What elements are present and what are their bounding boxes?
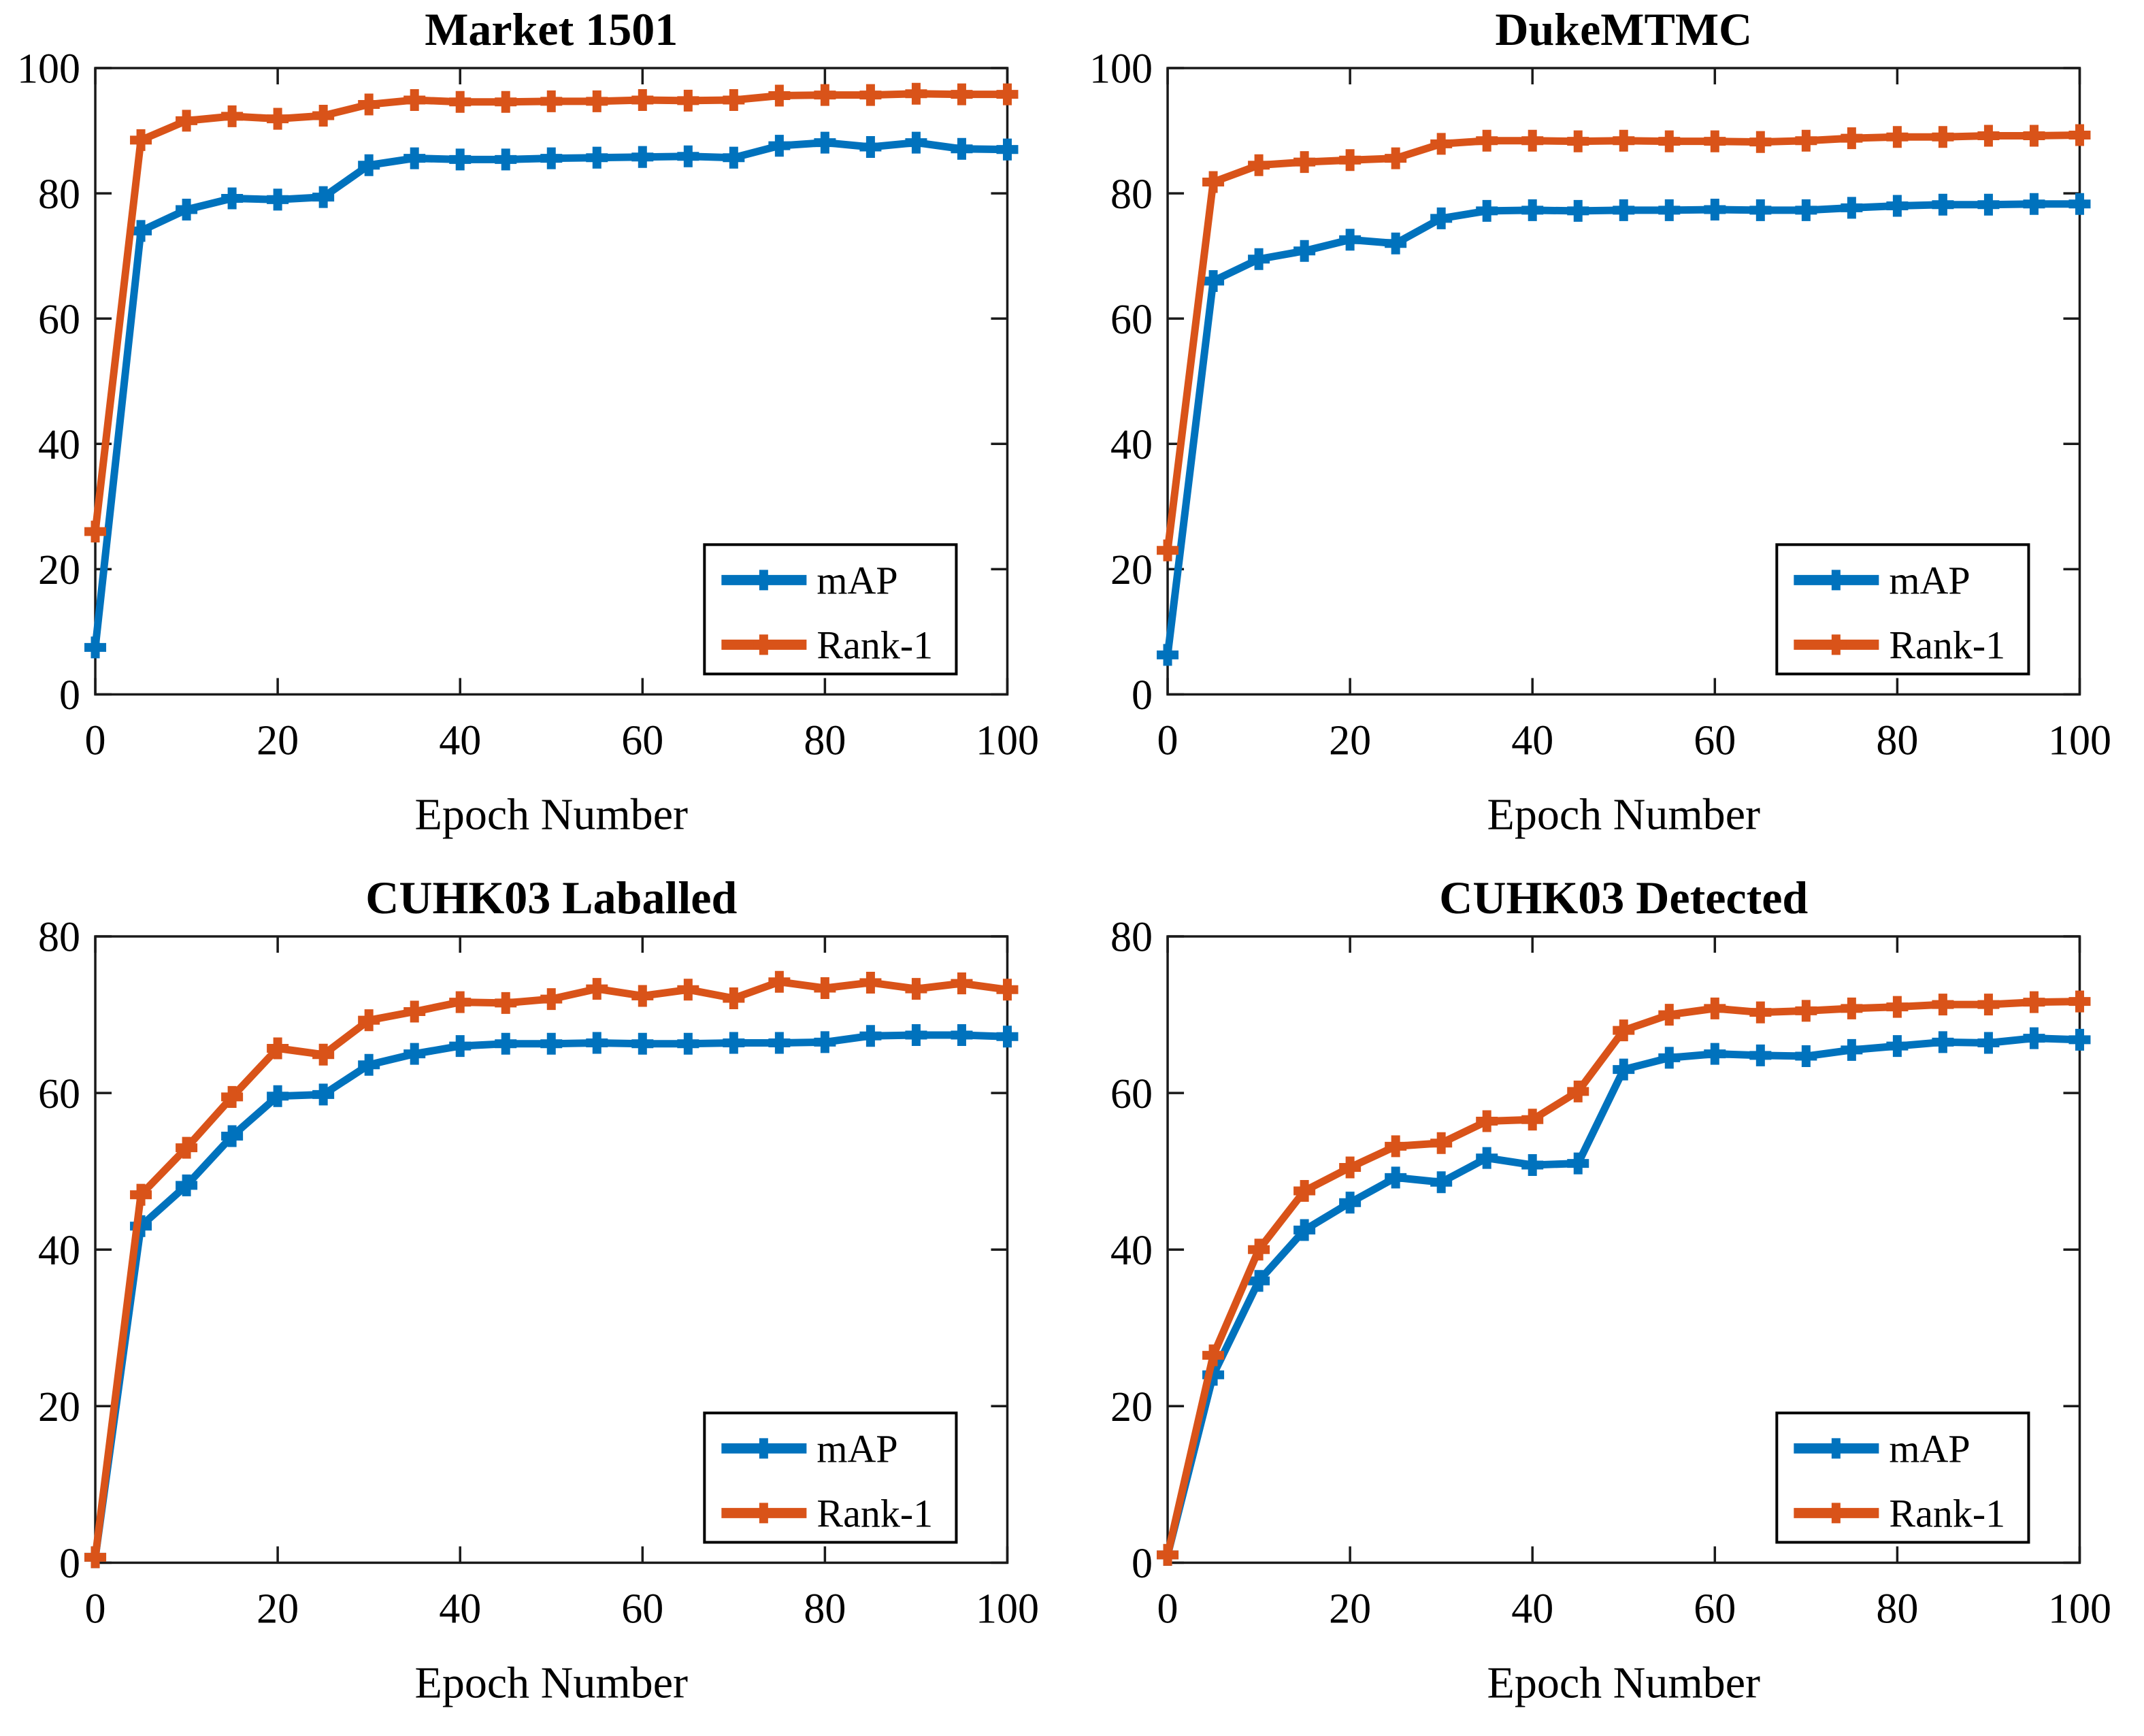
cuhk03-detected-plot: CUHK03 Detected 0 20 40 60 80 100 0 20 40 60 80 Epoc… — [1110, 872, 2111, 1707]
axis-ticks — [1166, 67, 2081, 696]
legend-label-map: mAP — [817, 1426, 897, 1471]
legend-sample-marker-map — [1825, 570, 1846, 591]
x-tick-label: 100 — [2047, 717, 2111, 764]
chart-title: CUHK03 Detected — [1439, 872, 1808, 923]
x-tick-label: 20 — [257, 1586, 299, 1632]
x-tick-label: 20 — [1329, 717, 1371, 764]
chart-panel-dukemtmc: DukeMTMC 0 20 40 60 80 100 0 20 40 60 80 100 Epoch Nu… — [1072, 0, 2144, 868]
y-tick-label: 100 — [1089, 46, 1153, 93]
legend-label-rank-1: Rank-1 — [1889, 1491, 2005, 1535]
x-tick-label: 80 — [804, 1586, 846, 1632]
series-markers-rank-1 — [84, 82, 1019, 543]
series-markers-map — [1156, 193, 2090, 666]
x-tick-label: 40 — [1511, 1586, 1553, 1632]
legend-sample-marker-map — [753, 1437, 774, 1458]
y-tick-label: 100 — [17, 46, 80, 93]
x-axis-label: Epoch Number — [1487, 1658, 1760, 1707]
x-axis-label: Epoch Number — [415, 1658, 688, 1707]
y-tick-label: 40 — [38, 422, 80, 468]
y-tick-label: 0 — [59, 672, 80, 719]
legend-box — [703, 543, 958, 676]
market-1501-plot: Market 1501 0 20 40 60 80 100 0 20 40 60 80 100 Epoch… — [17, 3, 1039, 839]
x-tick-label: 60 — [621, 717, 663, 764]
x-tick-label: 80 — [1876, 717, 1918, 764]
legend: mAP Rank-1 — [703, 1411, 958, 1543]
chart-panel-market-1501: Market 1501 0 20 40 60 80 100 0 20 40 60 80 100 Epoch… — [0, 0, 1072, 868]
y-tick-label: 20 — [38, 547, 80, 593]
y-tick-label: 40 — [1110, 1227, 1153, 1273]
x-tick-label: 40 — [439, 1586, 481, 1632]
x-tick-label: 100 — [976, 1586, 1039, 1632]
legend-label-map: mAP — [1889, 559, 1970, 603]
x-tick-label: 60 — [621, 1586, 663, 1632]
x-tick-label: 0 — [1157, 1586, 1178, 1632]
dukemtmc-plot: DukeMTMC 0 20 40 60 80 100 0 20 40 60 80 100 Epoch Nu… — [1089, 3, 2111, 839]
legend-box — [703, 1411, 958, 1543]
legend-box — [1775, 1411, 2030, 1543]
series-markers-rank-1 — [1156, 990, 2090, 1566]
y-tick-label: 60 — [1110, 1070, 1153, 1117]
legend-label-rank-1: Rank-1 — [817, 623, 933, 668]
cuhk03-laballed-plot: CUHK03 Laballed 0 20 40 60 80 100 0 20 40 60 80 Epoc… — [38, 872, 1039, 1707]
x-tick-label: 20 — [1329, 1586, 1371, 1632]
y-tick-label: 80 — [38, 171, 80, 218]
y-tick-label: 40 — [1110, 422, 1153, 468]
legend-sample-marker-rank-1 — [1825, 1502, 1846, 1523]
y-tick-label: 0 — [59, 1541, 80, 1587]
x-tick-label: 40 — [439, 717, 481, 764]
series-markers-map — [84, 131, 1019, 659]
chart-panel-cuhk03-laballed: CUHK03 Laballed 0 20 40 60 80 100 0 20 40 60 80 Epoc… — [0, 868, 1072, 1736]
legend-label-map: mAP — [1889, 1426, 1970, 1471]
x-tick-label: 0 — [85, 1586, 106, 1632]
y-tick-label: 20 — [1110, 547, 1153, 593]
plot-box — [94, 67, 1009, 696]
legend-box — [1775, 543, 2030, 676]
series-markers-rank-1 — [84, 970, 1019, 1568]
x-tick-label: 20 — [257, 717, 299, 764]
chart-panel-cuhk03-detected: CUHK03 Detected 0 20 40 60 80 100 0 20 40 60 80 Epoc… — [1072, 868, 2144, 1736]
legend-sample-marker-rank-1 — [753, 634, 774, 655]
x-tick-label: 60 — [1694, 1586, 1736, 1632]
chart-title: Market 1501 — [425, 3, 678, 55]
legend: mAP Rank-1 — [703, 543, 958, 676]
x-tick-label: 60 — [1694, 717, 1736, 764]
series-markers-rank-1 — [1156, 124, 2090, 561]
legend: mAP Rank-1 — [1775, 1411, 2030, 1543]
x-axis-label: Epoch Number — [1487, 789, 1760, 839]
y-tick-label: 60 — [38, 297, 80, 343]
x-tick-label: 0 — [85, 717, 106, 764]
x-tick-label: 100 — [2047, 1586, 2111, 1632]
legend-sample-marker-rank-1 — [753, 1502, 774, 1523]
x-axis-label: Epoch Number — [415, 789, 688, 839]
y-tick-label: 80 — [1110, 171, 1153, 218]
y-tick-label: 60 — [38, 1070, 80, 1117]
legend-sample-marker-rank-1 — [1825, 634, 1846, 655]
y-tick-label: 0 — [1132, 672, 1153, 719]
legend-label-rank-1: Rank-1 — [817, 1491, 933, 1535]
chart-title: CUHK03 Laballed — [365, 872, 737, 923]
x-tick-label: 80 — [804, 717, 846, 764]
y-tick-label: 80 — [38, 914, 80, 960]
y-tick-label: 60 — [1110, 297, 1153, 343]
legend: mAP Rank-1 — [1775, 543, 2030, 676]
x-tick-label: 100 — [976, 717, 1039, 764]
plot-box — [1166, 67, 2081, 696]
x-tick-label: 80 — [1876, 1586, 1918, 1632]
legend-label-map: mAP — [817, 559, 897, 603]
legend-sample-marker-map — [753, 570, 774, 591]
chart-title: DukeMTMC — [1495, 3, 1752, 55]
y-tick-label: 20 — [38, 1384, 80, 1430]
y-tick-label: 80 — [1110, 914, 1153, 960]
legend-sample-marker-map — [1825, 1437, 1846, 1458]
y-tick-label: 20 — [1110, 1384, 1153, 1430]
x-tick-label: 40 — [1511, 717, 1553, 764]
y-tick-label: 40 — [38, 1227, 80, 1273]
x-tick-label: 0 — [1157, 717, 1178, 764]
legend-label-rank-1: Rank-1 — [1889, 623, 2005, 668]
y-tick-label: 0 — [1132, 1541, 1153, 1587]
